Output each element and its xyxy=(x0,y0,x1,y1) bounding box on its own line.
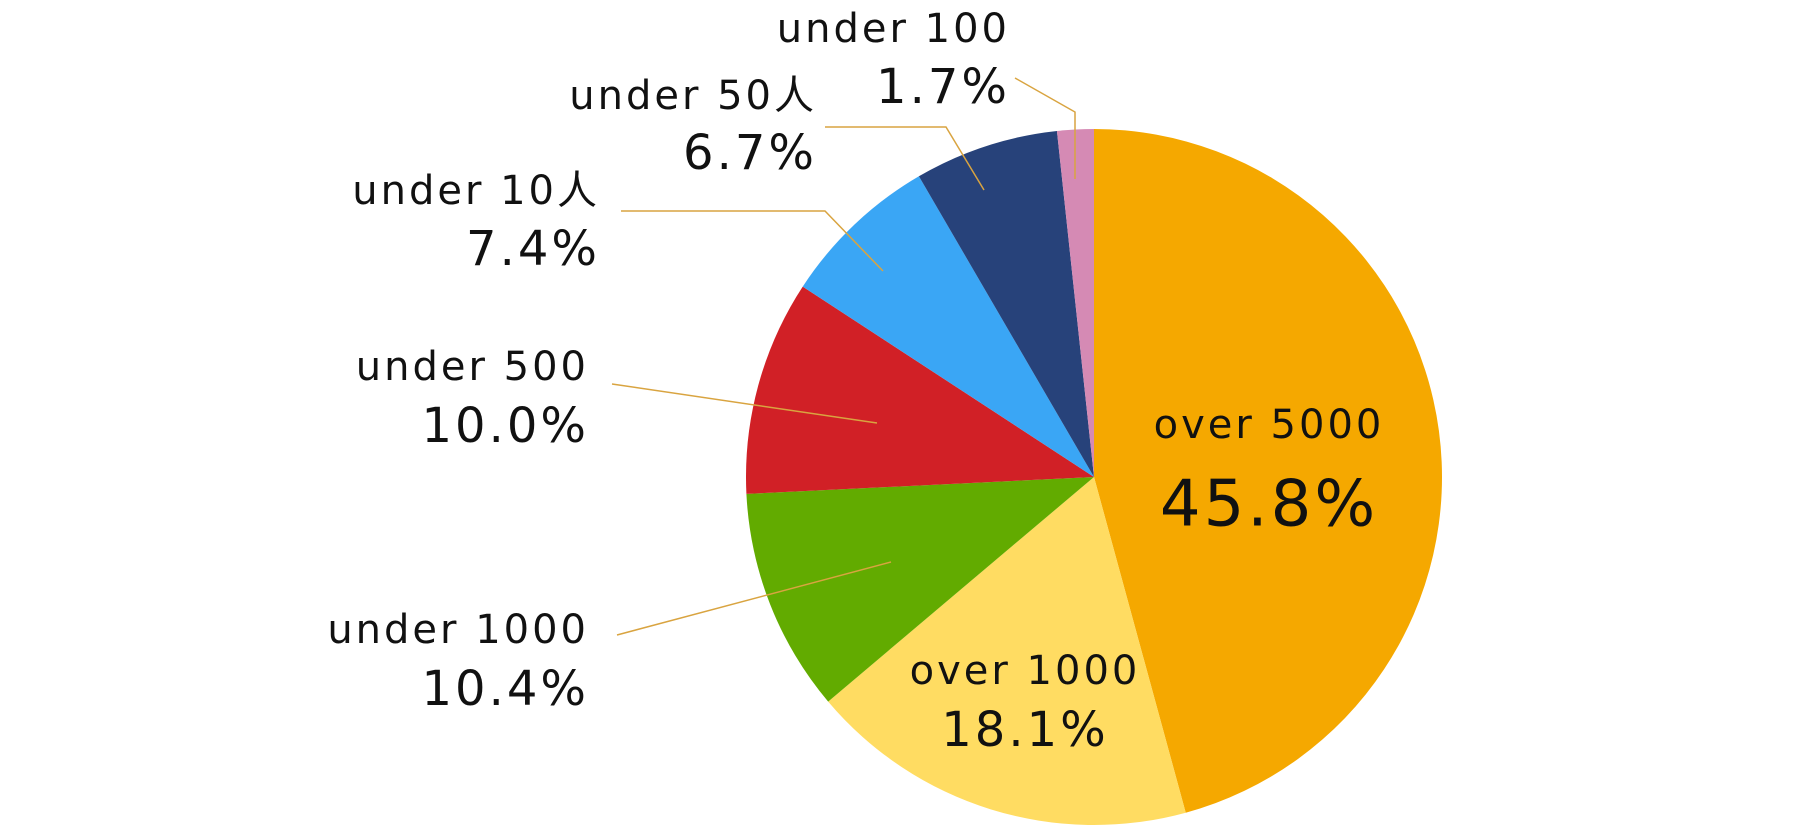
slice-category-label: under 10人 xyxy=(352,168,600,214)
leader-line xyxy=(611,383,878,424)
slice-category-label: over 5000 xyxy=(1154,402,1385,448)
pie-slice xyxy=(1056,129,1094,477)
slice-category-label: under 100 xyxy=(777,6,1010,52)
pie-slice xyxy=(746,477,1094,702)
slice-value-label: 10.0% xyxy=(422,398,589,454)
pie-slice xyxy=(802,176,1094,478)
leader-line xyxy=(616,561,892,636)
slice-category-label: under 50人 xyxy=(569,73,817,119)
slice-value-label: 45.8% xyxy=(1160,468,1378,542)
slice-category-label: over 1000 xyxy=(910,648,1141,694)
slice-value-label: 7.4% xyxy=(466,221,600,277)
pie-slice xyxy=(828,477,1186,825)
leader-line xyxy=(1014,77,1076,179)
slice-category-label: under 1000 xyxy=(327,607,589,653)
pie-slice xyxy=(1094,129,1443,813)
pie-slice xyxy=(918,130,1094,477)
slice-value-label: 6.7% xyxy=(683,125,817,181)
slice-value-label: 10.4% xyxy=(422,661,589,717)
slice-category-label: under 500 xyxy=(356,344,589,390)
slice-value-label: 1.7% xyxy=(876,59,1010,115)
leader-line xyxy=(825,126,985,191)
slice-value-label: 18.1% xyxy=(941,702,1108,758)
leader-line xyxy=(621,210,884,272)
pie-slice xyxy=(745,286,1094,494)
